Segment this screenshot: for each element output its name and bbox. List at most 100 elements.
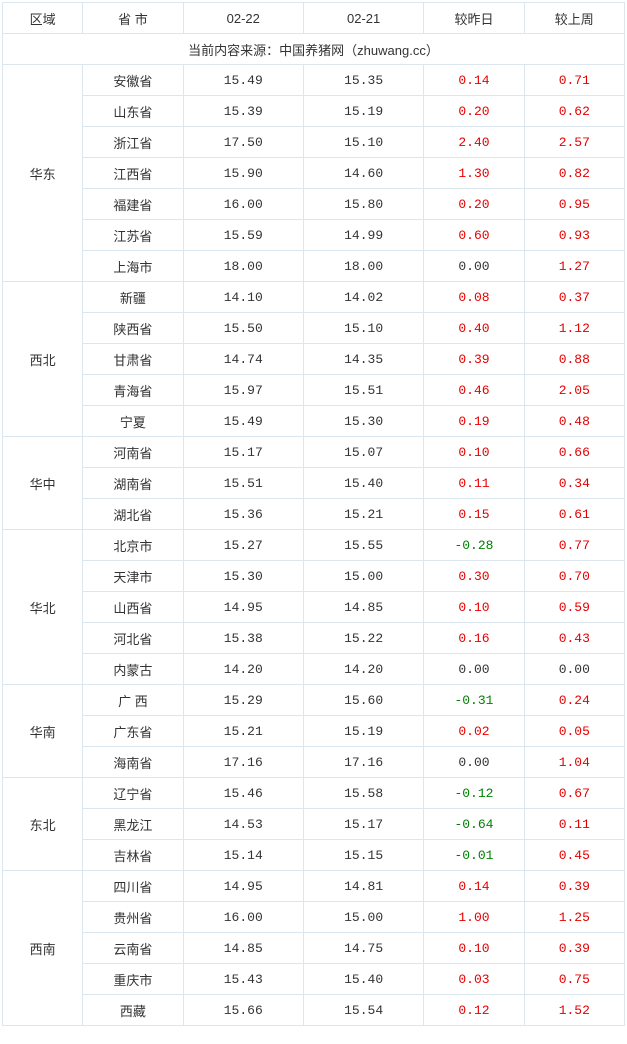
province-cell: 辽宁省	[83, 778, 183, 809]
table-row: 西南四川省14.9514.810.140.39	[3, 871, 625, 902]
value-d1: 18.00	[183, 251, 303, 282]
province-cell: 内蒙古	[83, 654, 183, 685]
value-d2: 15.51	[303, 375, 423, 406]
table-row: 重庆市15.4315.400.030.75	[3, 964, 625, 995]
table-row: 华北北京市15.2715.55-0.280.77	[3, 530, 625, 561]
province-cell: 浙江省	[83, 127, 183, 158]
table-row: 福建省16.0015.800.200.95	[3, 189, 625, 220]
table-row: 黑龙江14.5315.17-0.640.11	[3, 809, 625, 840]
value-d1: 15.90	[183, 158, 303, 189]
value-vs-lastweek: 2.57	[524, 127, 624, 158]
value-vs-yesterday: 0.15	[424, 499, 524, 530]
province-cell: 新疆	[83, 282, 183, 313]
table-row: 内蒙古14.2014.200.000.00	[3, 654, 625, 685]
province-cell: 河南省	[83, 437, 183, 468]
value-vs-yesterday: 0.14	[424, 871, 524, 902]
value-d2: 15.15	[303, 840, 423, 871]
value-d2: 14.20	[303, 654, 423, 685]
header-province: 省 市	[83, 3, 183, 34]
province-cell: 山东省	[83, 96, 183, 127]
value-vs-yesterday: 0.60	[424, 220, 524, 251]
province-cell: 甘肃省	[83, 344, 183, 375]
table-row: 陕西省15.5015.100.401.12	[3, 313, 625, 344]
province-cell: 重庆市	[83, 964, 183, 995]
table-row: 青海省15.9715.510.462.05	[3, 375, 625, 406]
table-row: 海南省17.1617.160.001.04	[3, 747, 625, 778]
value-d2: 15.22	[303, 623, 423, 654]
table-row: 东北辽宁省15.4615.58-0.120.67	[3, 778, 625, 809]
value-vs-lastweek: 0.59	[524, 592, 624, 623]
value-d2: 14.02	[303, 282, 423, 313]
value-d1: 15.39	[183, 96, 303, 127]
value-vs-yesterday: 0.10	[424, 437, 524, 468]
value-vs-lastweek: 0.37	[524, 282, 624, 313]
province-cell: 宁夏	[83, 406, 183, 437]
value-d1: 15.14	[183, 840, 303, 871]
value-vs-lastweek: 0.75	[524, 964, 624, 995]
value-vs-yesterday: 0.20	[424, 189, 524, 220]
value-vs-yesterday: 0.02	[424, 716, 524, 747]
province-cell: 安徽省	[83, 65, 183, 96]
value-vs-lastweek: 0.70	[524, 561, 624, 592]
value-d1: 15.27	[183, 530, 303, 561]
value-vs-lastweek: 0.61	[524, 499, 624, 530]
value-d1: 15.49	[183, 65, 303, 96]
value-vs-yesterday: 0.08	[424, 282, 524, 313]
value-d1: 16.00	[183, 902, 303, 933]
value-vs-lastweek: 0.48	[524, 406, 624, 437]
value-d1: 14.95	[183, 592, 303, 623]
value-d1: 15.59	[183, 220, 303, 251]
value-d2: 15.17	[303, 809, 423, 840]
region-cell: 华北	[3, 530, 83, 685]
value-vs-yesterday: 0.46	[424, 375, 524, 406]
value-d1: 15.21	[183, 716, 303, 747]
value-d1: 16.00	[183, 189, 303, 220]
table-row: 华南广 西15.2915.60-0.310.24	[3, 685, 625, 716]
value-d2: 15.00	[303, 902, 423, 933]
region-cell: 华南	[3, 685, 83, 778]
province-cell: 天津市	[83, 561, 183, 592]
table-row: 云南省14.8514.750.100.39	[3, 933, 625, 964]
value-d2: 14.75	[303, 933, 423, 964]
table-row: 甘肃省14.7414.350.390.88	[3, 344, 625, 375]
value-vs-yesterday: 1.30	[424, 158, 524, 189]
value-d2: 15.60	[303, 685, 423, 716]
price-table: 区域 省 市 02-22 02-21 较昨日 较上周 当前内容来源：中国养猪网（…	[2, 2, 625, 1026]
province-cell: 黑龙江	[83, 809, 183, 840]
region-cell: 西南	[3, 871, 83, 1026]
province-cell: 湖北省	[83, 499, 183, 530]
header-row: 区域 省 市 02-22 02-21 较昨日 较上周	[3, 3, 625, 34]
value-d2: 15.07	[303, 437, 423, 468]
province-cell: 河北省	[83, 623, 183, 654]
value-d1: 15.29	[183, 685, 303, 716]
value-d2: 15.54	[303, 995, 423, 1026]
value-d1: 15.97	[183, 375, 303, 406]
value-vs-lastweek: 1.12	[524, 313, 624, 344]
value-vs-lastweek: 0.39	[524, 933, 624, 964]
value-vs-lastweek: 0.82	[524, 158, 624, 189]
province-cell: 贵州省	[83, 902, 183, 933]
value-d2: 18.00	[303, 251, 423, 282]
value-d1: 17.50	[183, 127, 303, 158]
value-vs-lastweek: 0.67	[524, 778, 624, 809]
table-row: 山西省14.9514.850.100.59	[3, 592, 625, 623]
value-d1: 14.74	[183, 344, 303, 375]
header-region: 区域	[3, 3, 83, 34]
value-vs-yesterday: 0.14	[424, 65, 524, 96]
region-cell: 华东	[3, 65, 83, 282]
table-row: 华东安徽省15.4915.350.140.71	[3, 65, 625, 96]
value-vs-yesterday: 0.00	[424, 654, 524, 685]
value-vs-yesterday: 0.16	[424, 623, 524, 654]
value-vs-lastweek: 0.93	[524, 220, 624, 251]
value-d2: 15.19	[303, 716, 423, 747]
table-row: 西北新疆14.1014.020.080.37	[3, 282, 625, 313]
source-text: 当前内容来源：中国养猪网（zhuwang.cc）	[3, 34, 625, 65]
value-d2: 15.00	[303, 561, 423, 592]
value-d2: 15.40	[303, 964, 423, 995]
province-cell: 广 西	[83, 685, 183, 716]
value-d2: 17.16	[303, 747, 423, 778]
value-d2: 14.81	[303, 871, 423, 902]
value-vs-lastweek: 0.05	[524, 716, 624, 747]
table-row: 广东省15.2115.190.020.05	[3, 716, 625, 747]
value-vs-lastweek: 0.34	[524, 468, 624, 499]
